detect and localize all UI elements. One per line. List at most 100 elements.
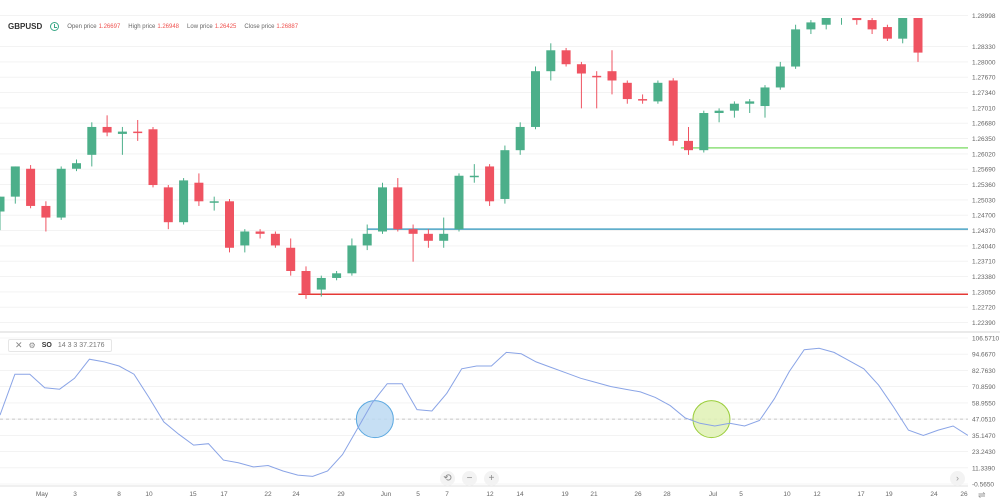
candle[interactable] <box>515 122 525 155</box>
candle[interactable] <box>408 224 418 262</box>
candle[interactable] <box>469 164 479 183</box>
candle[interactable] <box>362 224 372 251</box>
scroll-right-button[interactable]: › <box>950 471 965 486</box>
clock-icon[interactable] <box>50 22 60 31</box>
candle[interactable] <box>209 196 219 211</box>
candle[interactable] <box>485 164 495 206</box>
price-axis-tick-label: 1.26680 <box>972 121 996 128</box>
candle[interactable] <box>561 47 571 67</box>
candle[interactable] <box>102 115 112 137</box>
candle[interactable] <box>163 185 173 230</box>
price-axis-tick-label: 1.24700 <box>972 213 996 220</box>
candle[interactable] <box>378 182 387 234</box>
zoom-in-button[interactable]: + <box>484 471 499 486</box>
candle-body <box>0 196 5 212</box>
x-axis-tick-label: 24 <box>292 491 300 498</box>
candle[interactable] <box>0 196 5 231</box>
candle[interactable] <box>393 178 403 232</box>
candle[interactable] <box>41 201 51 232</box>
candle[interactable] <box>668 78 678 146</box>
so-axis-tick-label: 47.0510 <box>972 417 996 424</box>
so-line[interactable] <box>0 347 968 477</box>
candle-body <box>286 247 296 271</box>
price-axis-tick-label: 1.22390 <box>972 320 996 327</box>
candle[interactable] <box>133 119 143 141</box>
zoom-controls: ⟲ − + <box>440 471 499 486</box>
candle-body <box>607 71 617 81</box>
x-axis-tick-label: 24 <box>930 491 938 498</box>
candle[interactable] <box>653 80 663 104</box>
candle-body <box>148 129 158 186</box>
candle[interactable] <box>531 66 540 130</box>
candle-body <box>102 126 112 133</box>
candle[interactable] <box>240 229 250 253</box>
candle[interactable] <box>423 229 433 248</box>
candle-body <box>638 99 648 101</box>
candle[interactable] <box>179 178 189 225</box>
candle[interactable] <box>72 159 81 172</box>
candle[interactable] <box>347 238 357 276</box>
x-axis-tick-label: 22 <box>264 491 272 498</box>
candle[interactable] <box>913 6 923 62</box>
axis-settings-icon[interactable]: ⇌ <box>978 490 986 500</box>
candle[interactable] <box>286 238 296 276</box>
candle[interactable] <box>638 94 648 104</box>
candle[interactable] <box>10 166 20 204</box>
candle[interactable] <box>607 50 617 95</box>
candle[interactable] <box>806 20 816 35</box>
candle[interactable] <box>714 108 724 123</box>
so-axis-tick-label: 70.8590 <box>972 384 996 391</box>
price-axis-tick-label: 1.27340 <box>972 90 996 97</box>
x-axis-tick-label: 29 <box>337 491 345 498</box>
price-axis-tick-label: 1.28330 <box>972 44 996 51</box>
candle[interactable] <box>87 122 97 167</box>
x-axis-tick-label: 21 <box>590 491 598 498</box>
price-axis-tick-label: 1.28000 <box>972 59 996 66</box>
candle[interactable] <box>500 145 510 204</box>
candle[interactable] <box>316 275 326 297</box>
candle[interactable] <box>454 173 464 232</box>
highlight-marker[interactable] <box>355 400 394 439</box>
candle[interactable] <box>225 198 234 253</box>
candle[interactable] <box>867 15 877 35</box>
candle[interactable] <box>729 101 739 118</box>
x-axis-tick-label: 19 <box>561 491 569 498</box>
candle[interactable] <box>546 43 556 81</box>
candle[interactable] <box>255 229 265 239</box>
candle-body <box>775 66 785 88</box>
candle[interactable] <box>148 126 158 188</box>
candle[interactable] <box>684 126 693 155</box>
candle[interactable] <box>194 173 204 206</box>
candle[interactable] <box>301 266 311 299</box>
candle[interactable] <box>56 166 66 220</box>
candle[interactable] <box>622 80 632 104</box>
candle[interactable] <box>270 231 280 248</box>
gear-icon[interactable]: ⚙ <box>28 340 36 350</box>
low-price-label: Low price <box>187 23 213 30</box>
candle[interactable] <box>592 71 602 109</box>
x-axis-tick-label: 10 <box>783 491 791 498</box>
candle[interactable] <box>439 217 449 248</box>
x-axis-tick-label: 17 <box>857 491 865 498</box>
candle[interactable] <box>837 6 846 25</box>
zoom-out-button[interactable]: − <box>462 471 477 486</box>
candle[interactable] <box>852 8 862 25</box>
candle[interactable] <box>791 24 801 69</box>
candle[interactable] <box>699 110 709 153</box>
candle-body <box>867 20 877 30</box>
close-icon[interactable]: ✕ <box>15 340 23 350</box>
candle[interactable] <box>882 24 892 41</box>
candle[interactable] <box>576 61 586 109</box>
candle[interactable] <box>821 6 831 30</box>
candle[interactable] <box>898 6 908 44</box>
candle[interactable] <box>332 270 342 281</box>
reset-zoom-button[interactable]: ⟲ <box>440 471 455 486</box>
price-axis-tick-label: 1.27670 <box>972 75 996 82</box>
candle[interactable] <box>26 165 36 209</box>
candle[interactable] <box>745 99 755 114</box>
candle[interactable] <box>775 61 785 90</box>
highlight-marker[interactable] <box>692 400 731 439</box>
candle[interactable] <box>760 85 770 118</box>
candle[interactable] <box>117 126 127 155</box>
